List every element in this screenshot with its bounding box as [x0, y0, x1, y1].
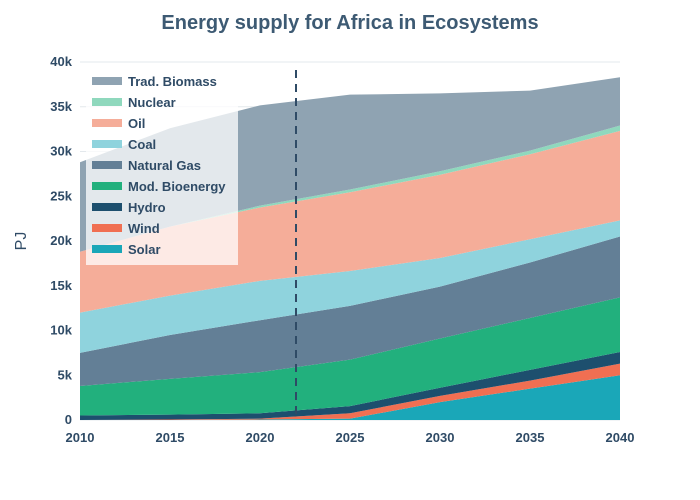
area-solar — [80, 375, 620, 420]
area-mod-bioenergy — [80, 297, 620, 416]
x-tick-label: 2010 — [66, 430, 95, 445]
y-tick-label: 40k — [50, 54, 72, 69]
area-oil — [80, 130, 620, 313]
legend-label: Trad. Biomass — [128, 74, 217, 89]
legend-swatch — [92, 98, 122, 106]
y-tick-label: 0 — [65, 412, 72, 427]
legend-swatch — [92, 77, 122, 85]
legend-label: Mod. Bioenergy — [128, 179, 226, 194]
x-tick-label: 2035 — [516, 430, 545, 445]
legend-swatch — [92, 203, 122, 211]
legend-swatch — [92, 182, 122, 190]
y-tick-label: 25k — [50, 188, 72, 203]
area-coal — [80, 220, 620, 353]
x-tick-label: 2040 — [606, 430, 635, 445]
legend-swatch — [92, 119, 122, 127]
legend-label: Wind — [128, 221, 160, 236]
legend-label: Oil — [128, 116, 145, 131]
area-natural-gas — [80, 236, 620, 386]
y-tick-label: 20k — [50, 233, 72, 248]
x-tick-label: 2030 — [426, 430, 455, 445]
legend-swatch — [92, 161, 122, 169]
y-tick-label: 35k — [50, 99, 72, 114]
legend-swatch — [92, 224, 122, 232]
legend-label: Hydro — [128, 200, 166, 215]
legend-label: Natural Gas — [128, 158, 201, 173]
y-tick-label: 30k — [50, 144, 72, 159]
x-tick-label: 2025 — [336, 430, 365, 445]
legend-label: Coal — [128, 137, 156, 152]
legend: Trad. Biomass Nuclear Oil Coal Natural Gas Mo… — [86, 68, 238, 265]
legend-swatch — [92, 245, 122, 253]
legend-swatch — [92, 140, 122, 148]
legend-label: Nuclear — [128, 95, 176, 110]
y-tick-label: 5k — [58, 367, 73, 382]
x-tick-label: 2020 — [246, 430, 275, 445]
y-tick-label: 15k — [50, 278, 72, 293]
chart-title: Energy supply for Africa in Ecosystems — [161, 12, 538, 34]
y-axis-label: PJ — [13, 232, 30, 251]
y-tick-label: 10k — [50, 323, 72, 338]
x-axis: 2010 2015 2020 2025 2030 2035 2040 — [66, 430, 635, 445]
x-tick-label: 2015 — [156, 430, 185, 445]
area-hydro — [80, 351, 620, 420]
legend-label: Solar — [128, 242, 161, 257]
y-axis: 0 5k 10k 15k 20k 25k 30k 35k 40k — [50, 54, 72, 427]
